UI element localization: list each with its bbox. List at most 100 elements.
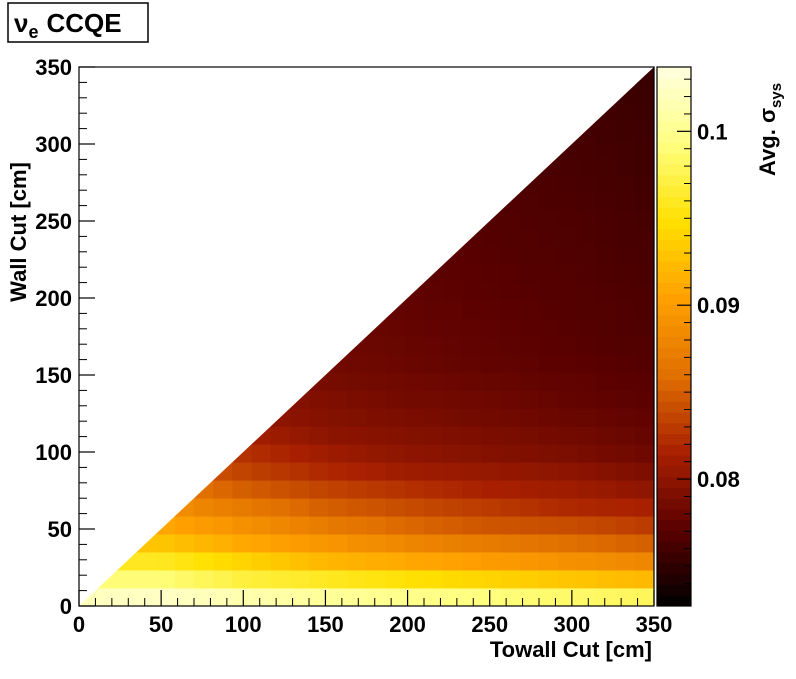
heatmap-cell: [462, 516, 483, 535]
colorbar-segment: [657, 552, 691, 564]
heatmap-cell: [385, 480, 406, 499]
heatmap-cell: [596, 156, 617, 176]
heatmap-cell: [519, 282, 540, 301]
heatmap-cell: [500, 210, 521, 229]
colorbar-segment: [657, 519, 691, 532]
heatmap-cell: [194, 516, 214, 535]
heatmap-cell: [558, 354, 578, 373]
x-axis-title: Towall Cut [cm]: [490, 637, 652, 662]
colorbar-segment: [657, 584, 691, 596]
heatmap-cell: [558, 318, 578, 337]
heatmap-cell: [596, 336, 617, 355]
heatmap-cell: [347, 570, 367, 589]
heatmap-cell: [558, 228, 578, 247]
heatmap-cell: [539, 372, 559, 391]
colorbar-segment: [657, 368, 691, 381]
y-tick-label: 0: [60, 594, 72, 619]
heatmap-cell: [366, 570, 387, 589]
colorbar-segment: [657, 562, 691, 575]
heatmap-cell: [500, 570, 521, 589]
heatmap-cell: [577, 174, 598, 194]
heatmap-cell: [347, 480, 367, 499]
heatmap-cell: [481, 264, 502, 283]
heatmap-cell: [577, 210, 598, 229]
colorbar-title-text: Avg. σ: [755, 108, 780, 176]
heatmap-cell: [366, 390, 387, 409]
heatmap-cell: [634, 156, 655, 176]
heatmap-cell: [289, 426, 310, 445]
heatmap-cell: [385, 516, 406, 535]
heatmap-cell: [404, 408, 425, 427]
heatmap-cell: [481, 336, 502, 355]
heatmap-cell: [634, 390, 655, 409]
heatmap-cell: [347, 552, 367, 571]
heatmap-cell: [424, 354, 444, 373]
heatmap-cell: [615, 372, 636, 391]
heatmap-cell: [443, 498, 463, 517]
heatmap-cell: [270, 552, 291, 571]
heatmap-cell: [328, 372, 348, 391]
heatmap-cell: [251, 444, 272, 463]
heatmap-cell: [558, 516, 578, 535]
heatmap-cell: [615, 498, 636, 517]
heatmap-cell: [634, 570, 655, 589]
colorbar-segment: [657, 99, 691, 111]
heatmap-cell: [366, 336, 387, 355]
colorbar-frame: [656, 66, 692, 607]
heatmap-cell: [615, 570, 636, 589]
colorbar-segment: [657, 444, 691, 456]
x-tick-label: 250: [471, 612, 508, 637]
heatmap-cell: [194, 498, 214, 517]
heatmap-cell: [347, 516, 367, 535]
colorbar-segment: [657, 541, 691, 553]
heatmap-cell: [309, 588, 329, 607]
colorbar-segment: [657, 379, 691, 391]
chart-title-box: νe CCQE: [7, 2, 149, 43]
colorbar-segment: [657, 498, 691, 510]
y-tick-label: 100: [35, 440, 72, 465]
heatmap-cell: [424, 390, 444, 409]
heatmap-cell: [443, 390, 463, 409]
heatmap-cell: [328, 552, 348, 571]
heatmap-cell: [443, 552, 463, 571]
heatmap-cell: [500, 336, 521, 355]
colorbar-segment: [657, 228, 691, 240]
heatmap-cell: [539, 228, 559, 247]
heatmap-cell: [596, 426, 617, 445]
heatmap-cell: [462, 444, 483, 463]
heatmap-cell: [404, 498, 425, 517]
heatmap-cell: [404, 318, 425, 337]
heatmap-cell: [539, 480, 559, 499]
heatmap-cell: [213, 588, 233, 607]
heatmap-cell: [615, 534, 636, 553]
colorbar-segment: [657, 304, 691, 316]
heatmap-cell: [462, 408, 483, 427]
heatmap-cell: [194, 534, 214, 553]
heatmap-cell: [519, 210, 540, 229]
heatmap-cell: [634, 408, 655, 427]
colorbar-tick-label: 0.1: [697, 119, 728, 144]
colorbar-title: Avg. σsys: [755, 83, 785, 176]
heatmap-cell: [404, 426, 425, 445]
heatmap-cell: [577, 570, 598, 589]
heatmap-cell: [615, 480, 636, 499]
heatmap-cell: [634, 246, 655, 265]
heatmap-cell: [634, 516, 655, 535]
colorbar-segment: [657, 336, 691, 348]
heatmap-cell: [577, 300, 598, 319]
heatmap-cell: [634, 462, 655, 481]
heatmap-cell: [615, 444, 636, 463]
heatmap-cell: [136, 552, 157, 571]
heatmap-cell: [596, 390, 617, 409]
heatmap-cell: [577, 498, 598, 517]
heatmap-cells: [79, 66, 655, 607]
heatmap-cell: [232, 552, 252, 571]
heatmap-cell: [577, 228, 598, 247]
heatmap-cell: [443, 426, 463, 445]
heatmap-cell: [270, 516, 291, 535]
heatmap-cell: [615, 354, 636, 373]
heatmap-cell: [500, 246, 521, 265]
heatmap-cell: [213, 498, 233, 517]
colorbar-segment: [657, 347, 691, 359]
colorbar-segment: [657, 358, 691, 370]
